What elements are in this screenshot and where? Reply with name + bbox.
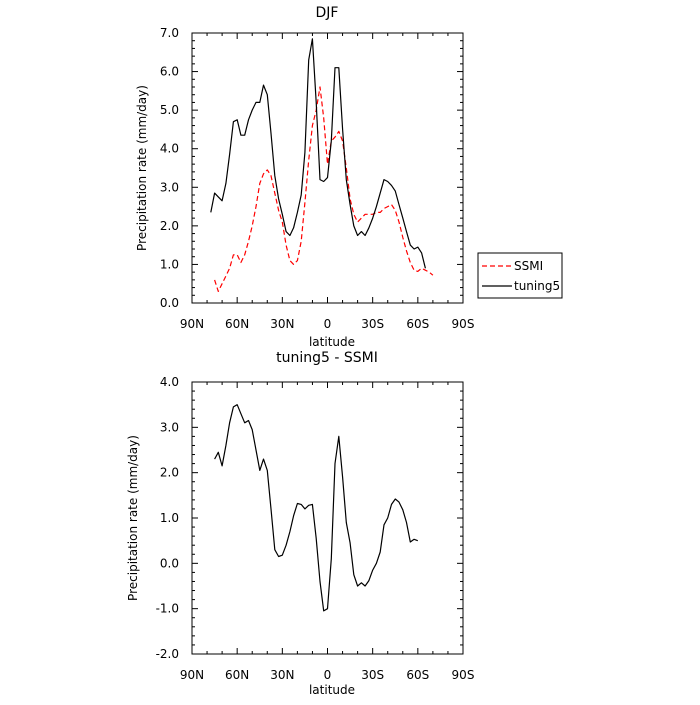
x-tick-label: 0 bbox=[324, 317, 332, 331]
y-tick-label: -2.0 bbox=[156, 647, 179, 661]
x-tick-label: 30N bbox=[270, 317, 294, 331]
y-tick-label: 2.0 bbox=[160, 219, 179, 233]
y-tick-label: 0.0 bbox=[160, 296, 179, 310]
chart-title: DJF bbox=[316, 5, 339, 21]
x-tick-label: 30S bbox=[361, 668, 384, 682]
y-tick-label: 7.0 bbox=[160, 26, 179, 40]
y-tick-label: 1.0 bbox=[160, 511, 179, 525]
y-tick-label: 3.0 bbox=[160, 180, 179, 194]
legend-label-tuning5: tuning5 bbox=[514, 279, 560, 293]
y-tick-labels: -2.0 -1.0 0.0 1.0 2.0 3.0 4.0 bbox=[156, 375, 179, 661]
y-tick-label: 5.0 bbox=[160, 103, 179, 117]
x-tick-label: 30S bbox=[361, 317, 384, 331]
y-axis-label: Precipitation rate (mm/day) bbox=[135, 85, 149, 251]
series-lines bbox=[210, 38, 434, 292]
y-tick-label: 1.0 bbox=[160, 257, 179, 271]
legend: SSMI tuning5 bbox=[477, 252, 563, 299]
chart-title: tuning5 - SSMI bbox=[276, 350, 378, 366]
y-tick-label: 4.0 bbox=[160, 375, 179, 389]
series-line-tuning5 bbox=[210, 38, 426, 269]
axis-ticks bbox=[191, 32, 464, 304]
legend-label-ssmi: SSMI bbox=[514, 259, 543, 273]
x-tick-labels: 90N 60N 30N 0 30S 60S 90S bbox=[180, 668, 475, 682]
series-line-difference bbox=[214, 404, 419, 612]
x-axis-label: latitude bbox=[309, 335, 355, 349]
y-tick-label: 6.0 bbox=[160, 65, 179, 79]
x-tick-label: 60N bbox=[225, 317, 249, 331]
djf-chart: DJF 0.0 1.0 2.0 3.0 4.0 5.0 6.0 7.0 90N 60N 30N 0 3… bbox=[135, 5, 563, 349]
x-tick-labels: 90N 60N 30N 0 30S 60S 90S bbox=[180, 317, 475, 331]
y-tick-label: -1.0 bbox=[156, 602, 179, 616]
x-axis-label: latitude bbox=[309, 683, 355, 697]
x-tick-label: 90S bbox=[452, 668, 475, 682]
axis-ticks bbox=[191, 381, 464, 655]
plot-frame bbox=[191, 381, 464, 655]
x-tick-label: 90S bbox=[452, 317, 475, 331]
y-axis-label: Precipitation rate (mm/day) bbox=[126, 435, 140, 601]
x-tick-label: 0 bbox=[324, 668, 332, 682]
y-tick-label: 0.0 bbox=[160, 556, 179, 570]
x-tick-label: 90N bbox=[180, 317, 204, 331]
y-tick-label: 3.0 bbox=[160, 420, 179, 434]
plot-frame bbox=[191, 32, 464, 304]
difference-chart: tuning5 - SSMI -2.0 -1.0 0.0 1.0 2.0 3.0 4.0 9… bbox=[126, 350, 474, 697]
legend-box bbox=[477, 252, 563, 299]
x-tick-label: 60N bbox=[225, 668, 249, 682]
y-tick-label: 2.0 bbox=[160, 466, 179, 480]
x-tick-label: 60S bbox=[406, 668, 429, 682]
x-tick-label: 90N bbox=[180, 668, 204, 682]
series-line-ssmi bbox=[214, 86, 434, 292]
y-tick-label: 4.0 bbox=[160, 142, 179, 156]
series-lines bbox=[214, 404, 419, 612]
x-tick-label: 30N bbox=[270, 668, 294, 682]
y-tick-labels: 0.0 1.0 2.0 3.0 4.0 5.0 6.0 7.0 bbox=[160, 26, 179, 310]
x-tick-label: 60S bbox=[406, 317, 429, 331]
